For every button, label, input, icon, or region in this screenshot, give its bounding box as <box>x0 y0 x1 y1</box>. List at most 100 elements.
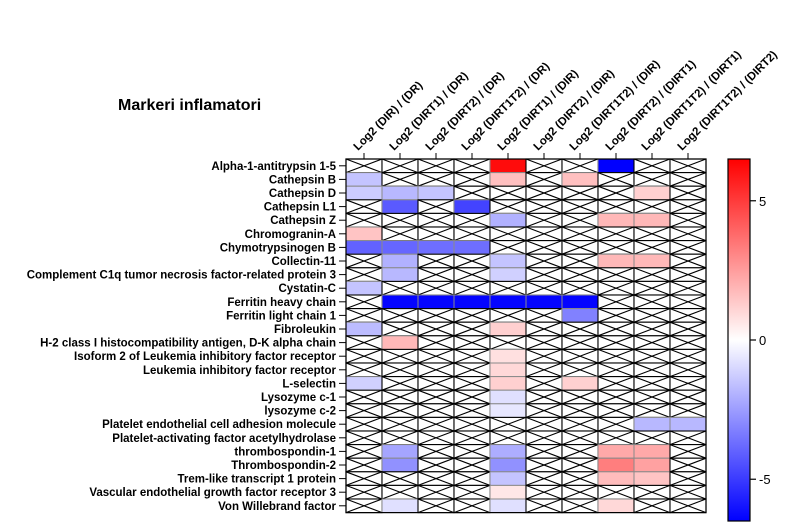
heatmap-cell <box>633 389 671 405</box>
row-label: Ferritin light chain 1 <box>226 310 337 322</box>
heatmap-cell <box>345 389 383 405</box>
row-label: Chromogranin-A <box>245 229 336 241</box>
heatmap-cell <box>597 321 635 337</box>
heatmap-cell <box>561 185 599 201</box>
heatmap-cell <box>669 498 707 514</box>
heatmap-cell <box>381 430 419 446</box>
heatmap-cell <box>633 185 671 201</box>
heatmap-cell <box>417 457 455 473</box>
heatmap-frame <box>345 158 707 514</box>
heatmap-cell <box>417 389 455 405</box>
colorbar: 5 0 -5 <box>727 158 771 522</box>
row-label: Isoform 2 of Leukemia inhibitory factor … <box>74 351 337 363</box>
heatmap-cell <box>453 158 491 174</box>
heatmap-cell <box>597 158 635 174</box>
heatmap-cell <box>381 199 419 214</box>
heatmap-cell <box>525 158 563 174</box>
heatmap-cell <box>561 484 599 500</box>
heatmap-cell <box>669 403 707 418</box>
heatmap-cell <box>561 335 599 350</box>
row-label: Leukemia inhibitory factor receptor <box>143 365 337 377</box>
heatmap-cell <box>489 498 527 514</box>
heatmap-cell <box>381 471 419 486</box>
heatmap-cell <box>669 226 707 242</box>
heatmap-cell <box>597 226 635 242</box>
heatmap-cell <box>417 212 455 228</box>
heatmap-cell <box>417 444 455 459</box>
heatmap-cell <box>489 267 527 282</box>
row-label: Thrombospondin-2 <box>231 460 336 472</box>
heatmap-cell <box>669 430 707 446</box>
heatmap-cell <box>597 362 635 378</box>
heatmap-cell <box>381 498 419 514</box>
heatmap-cell <box>597 498 635 514</box>
heatmap-cell <box>417 430 455 446</box>
heatmap-cell <box>525 430 563 446</box>
heatmap-cell <box>381 321 419 337</box>
heatmap-cell <box>381 158 419 174</box>
heatmap-cell <box>597 484 635 500</box>
row-label: lysozyme c-2 <box>264 406 336 418</box>
heatmap-cell <box>669 253 707 269</box>
row-label: Complement C1q tumor necrosis factor-rel… <box>27 270 336 282</box>
heatmap-cell <box>561 199 599 214</box>
heatmap-cell <box>345 416 383 432</box>
heatmap-cell <box>381 416 419 432</box>
heatmap-cell <box>453 280 491 296</box>
heatmap-cell <box>381 240 419 255</box>
heatmap-cell <box>489 321 527 337</box>
heatmap-cell <box>669 389 707 405</box>
heatmap-cell <box>633 376 671 391</box>
heatmap-cell <box>417 403 455 418</box>
heatmap-cell <box>561 158 599 174</box>
heatmap-cell <box>633 226 671 242</box>
heatmap-cell <box>417 294 455 310</box>
heatmap-cell <box>345 321 383 337</box>
heatmap-cell <box>417 199 455 214</box>
heatmap-cell <box>633 308 671 323</box>
heatmap-cell <box>417 471 455 486</box>
heatmap-cell <box>489 457 527 473</box>
heatmap-cell <box>381 185 419 201</box>
heatmap-cell <box>525 240 563 255</box>
heatmap-cell <box>597 294 635 310</box>
heatmap-cell <box>597 444 635 459</box>
heatmap-cell <box>633 403 671 418</box>
heatmap-cell <box>597 416 635 432</box>
heatmap-cell <box>345 457 383 473</box>
heatmap-cell <box>633 172 671 187</box>
heatmap-cell <box>633 199 671 214</box>
heatmap-cell <box>345 430 383 446</box>
heatmap-cell <box>597 335 635 350</box>
heatmap-cell <box>417 484 455 500</box>
row-label: Vascular endothelial growth factor recep… <box>89 487 336 499</box>
heatmap-cell <box>633 484 671 500</box>
heatmap-cell <box>453 416 491 432</box>
heatmap-cell <box>669 280 707 296</box>
heatmap-cell <box>669 416 707 432</box>
row-label: Cathepsin B <box>269 174 336 186</box>
heatmap-cell <box>453 471 491 486</box>
heatmap-cell <box>417 376 455 391</box>
heatmap-cell <box>669 484 707 500</box>
heatmap-cell <box>525 335 563 350</box>
row-label: thrombospondin-1 <box>234 446 336 458</box>
heatmap-cell <box>345 199 383 214</box>
heatmap-cell <box>489 253 527 269</box>
heatmap-cell <box>453 484 491 500</box>
heatmap-cell <box>669 457 707 473</box>
heatmap-cell <box>669 444 707 459</box>
heatmap-cell <box>561 294 599 310</box>
heatmap-cell <box>381 457 419 473</box>
heatmap-cell <box>381 335 419 350</box>
heatmap-cell <box>633 471 671 486</box>
heatmap-cell <box>345 403 383 418</box>
heatmap-cell <box>381 253 419 269</box>
heatmap-cell <box>417 416 455 432</box>
heatmap-cell <box>525 226 563 242</box>
heatmap-cell <box>633 212 671 228</box>
heatmap-cell <box>417 498 455 514</box>
heatmap-cell <box>525 348 563 364</box>
colorbar-gradient <box>727 158 751 522</box>
